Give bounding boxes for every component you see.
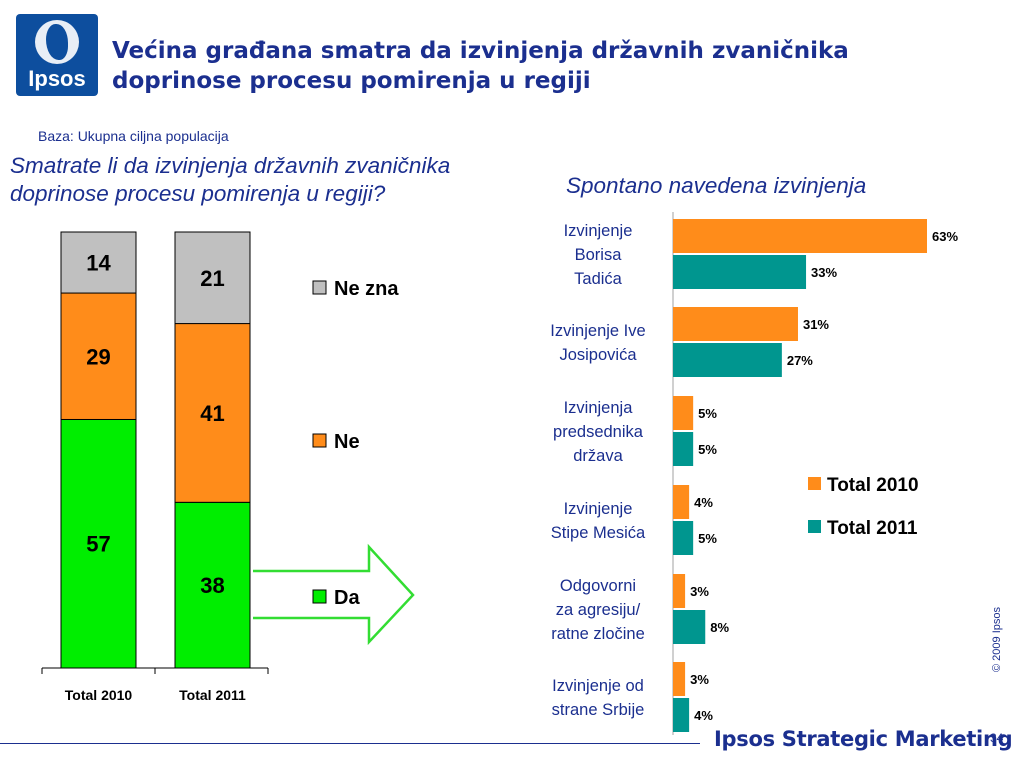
bar-total-2011-izvinjenje-od-strane-srbije bbox=[673, 698, 690, 732]
data-label-ne-zna-total-2010: 14 bbox=[86, 251, 111, 276]
category-label-izvinjenje-stipe-mesica: Izvinjenje Stipe Mesića bbox=[551, 500, 646, 542]
data-label-ne-zna-total-2011: 21 bbox=[200, 266, 224, 291]
bar-total-2011-izvinjenje-stipe-mesica bbox=[673, 521, 694, 555]
page-number: 34 bbox=[990, 731, 1004, 745]
legend-label-ne: Ne bbox=[334, 431, 360, 453]
survey-question: Smatrate li da izvinjenja državnih zvani… bbox=[10, 152, 610, 208]
data-label-total-2010-izvinjenje-borisa-tadica: 63% bbox=[932, 229, 958, 244]
bar-total-2011-izvinjenja-predsednika-drzava bbox=[673, 432, 694, 466]
bar-total-2010-izvinjenje-stipe-mesica bbox=[673, 485, 690, 519]
category-label-izvinjenje-ive-josipovica: Izvinjenje Ive Josipovića bbox=[550, 322, 645, 364]
data-label-total-2011-izvinjenje-ive-josipovica: 27% bbox=[787, 353, 813, 368]
bar-segment-ne-total-2010 bbox=[60, 292, 137, 420]
bar-total-2011-odgovorni-za-agresiju-ratne-zlocine bbox=[673, 610, 706, 644]
survey-question-line-1: Smatrate li da izvinjenja državnih zvani… bbox=[10, 153, 451, 178]
data-label-da-total-2011: 38 bbox=[200, 573, 224, 598]
legend-swatch-da bbox=[312, 589, 327, 604]
data-label-total-2011-izvinjenja-predsednika-drzava: 5% bbox=[698, 442, 717, 457]
category-label-izvinjenje-borisa-tadica: Izvinjenje Borisa Tadića bbox=[564, 222, 633, 288]
copyright-note: © 2009 Ipsos bbox=[991, 607, 1003, 672]
bar-segment-ne-zna-total-2011 bbox=[174, 231, 251, 325]
slide-title-line-2: doprinose procesu pomirenja u regiji bbox=[112, 68, 591, 94]
base-note: Baza: Ukupna ciljna populacija bbox=[38, 128, 229, 144]
data-label-total-2010-izvinjenja-predsednika-drzava: 5% bbox=[698, 406, 717, 421]
legend-label-total-2010: Total 2010 bbox=[827, 475, 919, 496]
ipsos-logo: Ipsos bbox=[16, 14, 98, 96]
category-label-izvinjenje-od-strane-srbije: Izvinjenje od strane Srbije bbox=[552, 677, 645, 719]
bar-segment-ne-total-2011 bbox=[174, 323, 251, 503]
data-label-total-2010-izvinjenje-od-strane-srbije: 3% bbox=[690, 672, 709, 687]
bar-total-2010-izvinjenje-ive-josipovica bbox=[673, 307, 798, 341]
bar-segment-da-total-2011 bbox=[174, 501, 251, 669]
bar-total-2010-odgovorni-za-agresiju-ratne-zlocine bbox=[673, 574, 686, 608]
bar-total-2010-izvinjenje-borisa-tadica bbox=[673, 219, 927, 253]
data-label-total-2011-izvinjenje-od-strane-srbije: 4% bbox=[694, 708, 713, 723]
bar-total-2011-izvinjenje-ive-josipovica bbox=[673, 343, 782, 377]
data-label-total-2010-odgovorni-za-agresiju-ratne-zlocine: 3% bbox=[690, 584, 709, 599]
data-label-total-2011-izvinjenje-borisa-tadica: 33% bbox=[811, 265, 837, 280]
bar-total-2010-izvinjenja-predsednika-drzava bbox=[673, 396, 694, 430]
data-label-ne-total-2010: 29 bbox=[86, 344, 110, 369]
data-label-total-2010-izvinjenje-stipe-mesica: 4% bbox=[694, 495, 713, 510]
category-label-odgovorni-za-agresiju-ratne-zlocine: Odgovorni za agresiju/ratne zločine bbox=[551, 577, 645, 643]
legend-swatch-total-2010 bbox=[808, 477, 821, 490]
legend-label-total-2011: Total 2011 bbox=[827, 518, 918, 539]
legend-label-ne-zna: Ne zna bbox=[334, 278, 399, 300]
survey-question-line-2: doprinose procesu pomirenja u regiji? bbox=[10, 181, 386, 206]
footer-brand: Ipsos Strategic Marketing bbox=[714, 727, 1013, 751]
slide-title: Većina građana smatra da izvinjenja drža… bbox=[112, 36, 1012, 96]
x-tick-label-total-2011: Total 2011 bbox=[179, 687, 246, 703]
footer-divider bbox=[0, 743, 700, 744]
bar-segment-ne-zna-total-2010 bbox=[60, 231, 137, 294]
data-label-total-2011-izvinjenje-stipe-mesica: 5% bbox=[698, 531, 717, 546]
bar-segment-da-total-2010 bbox=[60, 418, 137, 669]
legend-swatch-ne-zna bbox=[312, 280, 327, 295]
slide-title-line-1: Većina građana smatra da izvinjenja drža… bbox=[112, 38, 849, 64]
trend-arrow-icon bbox=[253, 543, 415, 646]
logo-text: Ipsos bbox=[28, 66, 86, 91]
logo-face-icon bbox=[46, 24, 68, 60]
data-label-total-2011-odgovorni-za-agresiju-ratne-zlocine: 8% bbox=[710, 620, 729, 635]
bar-total-2010-izvinjenje-od-strane-srbije bbox=[673, 662, 686, 696]
spontaneous-chart-title: Spontano navedena izvinjenja bbox=[566, 173, 867, 198]
data-label-ne-total-2011: 41 bbox=[200, 401, 224, 426]
legend-swatch-ne bbox=[312, 433, 327, 448]
data-label-da-total-2010: 57 bbox=[86, 532, 110, 557]
legend-swatch-total-2011 bbox=[808, 520, 821, 533]
bar-total-2011-izvinjenje-borisa-tadica bbox=[673, 255, 807, 289]
category-label-izvinjenja-predsednika-drzava: Izvinjenja predsednika država bbox=[553, 399, 644, 465]
data-label-total-2010-izvinjenje-ive-josipovica: 31% bbox=[803, 317, 829, 332]
x-tick-label-total-2010: Total 2010 bbox=[65, 687, 133, 703]
legend-label-da: Da bbox=[334, 587, 360, 609]
